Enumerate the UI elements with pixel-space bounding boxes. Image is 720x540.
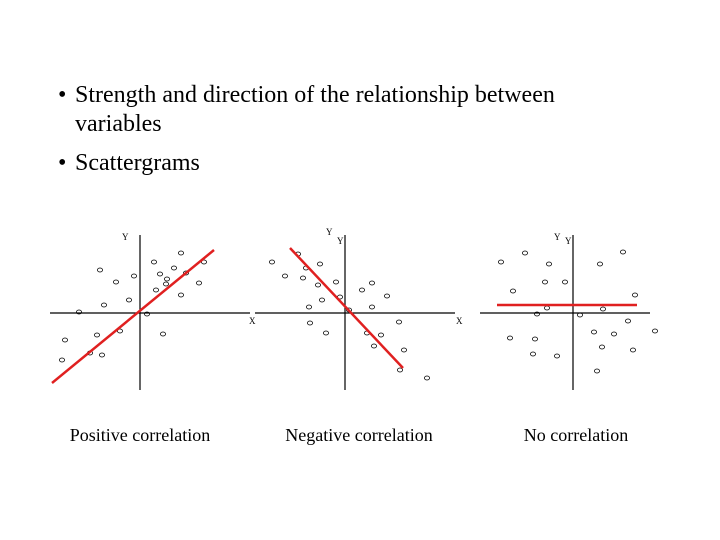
point	[151, 259, 157, 265]
point	[384, 293, 390, 299]
point	[201, 259, 207, 265]
point	[160, 331, 166, 337]
point	[144, 311, 150, 317]
point	[369, 304, 375, 310]
point	[401, 347, 407, 353]
point	[542, 279, 548, 285]
point	[113, 279, 119, 285]
point	[153, 287, 159, 293]
point	[369, 280, 375, 286]
point	[126, 297, 132, 303]
axis-label: Y	[122, 232, 129, 242]
point	[306, 304, 312, 310]
point	[117, 328, 123, 334]
bullet-item: • Strength and direction of the relations…	[58, 81, 645, 139]
point	[577, 312, 583, 318]
point	[396, 319, 402, 325]
point	[178, 250, 184, 256]
point	[507, 335, 513, 341]
point	[611, 331, 617, 337]
caption: No correlation	[524, 425, 628, 445]
trend-lines	[51, 247, 637, 384]
point	[315, 282, 321, 288]
bullet-text: Scattergrams	[75, 150, 200, 176]
point	[620, 249, 626, 255]
bullet-dot: •	[58, 82, 67, 108]
point	[183, 270, 189, 276]
point	[97, 267, 103, 273]
point	[530, 351, 536, 357]
point	[625, 318, 631, 324]
point	[424, 375, 430, 381]
axis-label: Y	[565, 236, 572, 246]
point	[632, 292, 638, 298]
point	[76, 309, 82, 315]
axis-label: Y	[554, 232, 561, 242]
point	[534, 311, 540, 317]
points	[59, 249, 658, 381]
point	[62, 337, 68, 343]
point	[300, 275, 306, 281]
bullet-dot: •	[58, 150, 67, 176]
point	[546, 261, 552, 267]
point	[594, 368, 600, 374]
point	[163, 281, 169, 287]
trend-line	[51, 249, 215, 384]
point	[378, 332, 384, 338]
point	[532, 336, 538, 342]
point	[323, 330, 329, 336]
point	[99, 352, 105, 358]
point	[652, 328, 658, 334]
point	[59, 357, 65, 363]
point	[597, 261, 603, 267]
point	[171, 265, 177, 271]
point	[319, 297, 325, 303]
point	[554, 353, 560, 359]
point	[591, 329, 597, 335]
caption: Positive correlation	[70, 425, 210, 445]
axis-label: X	[456, 316, 463, 326]
axis-label: X	[249, 316, 256, 326]
point	[269, 259, 275, 265]
trend-line	[289, 247, 404, 369]
point	[359, 287, 365, 293]
point	[630, 347, 636, 353]
axis-label: Y	[326, 227, 333, 237]
caption: Negative correlation	[285, 425, 432, 445]
point	[371, 343, 377, 349]
point	[94, 332, 100, 338]
point	[307, 320, 313, 326]
point	[164, 276, 170, 282]
point	[196, 280, 202, 286]
point	[131, 273, 137, 279]
axes	[50, 235, 650, 390]
point	[544, 305, 550, 311]
point	[522, 250, 528, 256]
point	[562, 279, 568, 285]
point	[178, 292, 184, 298]
bullet-text: Strength and direction of the relationsh…	[75, 82, 555, 137]
point	[510, 288, 516, 294]
point	[600, 306, 606, 312]
point	[101, 302, 107, 308]
point	[397, 367, 403, 373]
axis-label: Y	[337, 236, 344, 246]
point	[157, 271, 163, 277]
point	[282, 273, 288, 279]
bullet-item: • Scattergrams	[58, 149, 645, 178]
point	[599, 344, 605, 350]
point	[498, 259, 504, 265]
point	[317, 261, 323, 267]
point	[333, 279, 339, 285]
